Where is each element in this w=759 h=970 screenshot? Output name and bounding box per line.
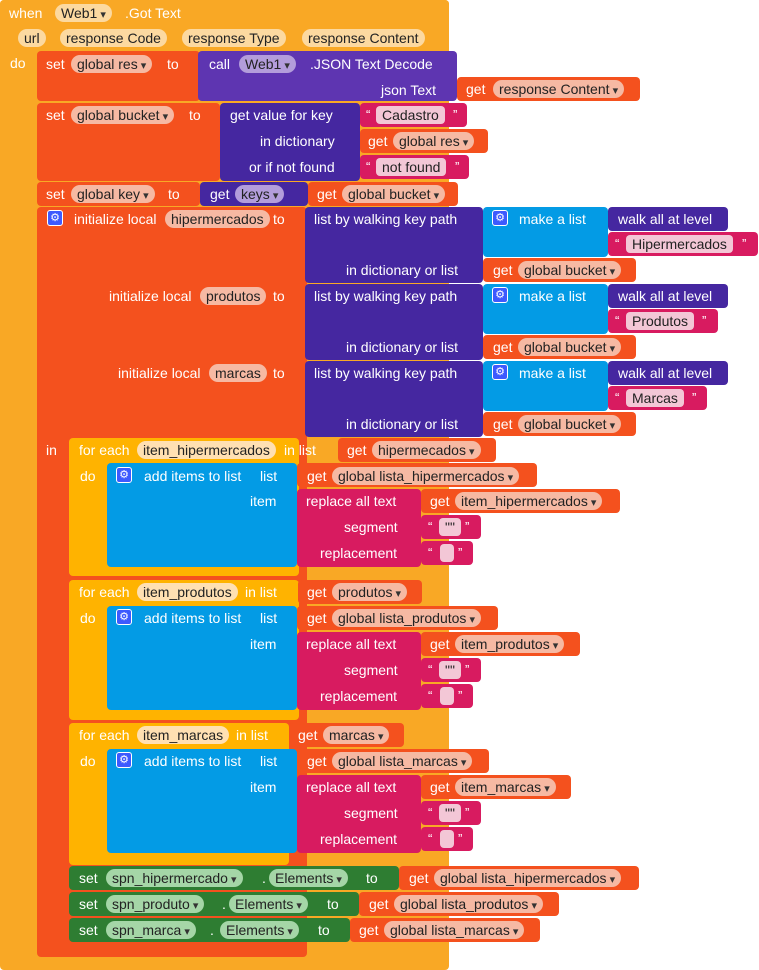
gear-icon[interactable]: ⚙ xyxy=(492,210,508,226)
text-replacement[interactable] xyxy=(440,544,454,562)
walk-all-block[interactable] xyxy=(608,361,728,385)
add-items-block[interactable] xyxy=(107,749,297,853)
when-label: when xyxy=(9,5,43,21)
local-hipermercados[interactable]: hipermercados xyxy=(165,210,270,228)
event-name: .Got Text xyxy=(125,5,181,21)
get-value-for-key-block[interactable] xyxy=(220,103,360,181)
replace-all-block[interactable] xyxy=(297,489,421,567)
loop-var[interactable]: item_hipermercados xyxy=(137,441,276,459)
walk-all-block[interactable] xyxy=(608,284,728,308)
param-response-code[interactable]: response Code xyxy=(60,29,167,47)
gear-icon[interactable]: ⚙ xyxy=(47,210,63,226)
do-label: do xyxy=(10,55,26,71)
add-items-block[interactable] xyxy=(107,463,297,567)
component-web1-dropdown[interactable]: Web1 xyxy=(239,55,296,73)
gear-icon[interactable]: ⚙ xyxy=(116,467,132,483)
gear-icon[interactable]: ⚙ xyxy=(116,609,132,625)
replace-all-block[interactable] xyxy=(297,775,421,853)
property-elements[interactable]: Elements xyxy=(229,895,308,913)
local-marcas[interactable]: marcas xyxy=(209,364,267,382)
text-segment[interactable]: "" xyxy=(439,661,461,679)
text-marcas[interactable]: Marcas xyxy=(626,389,684,407)
walk-key-path-block[interactable] xyxy=(305,207,483,283)
component-dropdown[interactable]: Web1 xyxy=(55,4,112,22)
walk-key-path-block[interactable] xyxy=(305,361,483,437)
component-spn-marca[interactable]: spn_marca xyxy=(106,921,196,939)
property-elements[interactable]: Elements xyxy=(220,921,299,939)
var-global-key[interactable]: global key xyxy=(71,185,155,203)
property-elements[interactable]: Elements xyxy=(269,869,348,887)
param-response-type[interactable]: response Type xyxy=(182,29,286,47)
var-response-content[interactable]: response Content xyxy=(493,80,625,98)
var-global-bucket-get[interactable]: global bucket xyxy=(342,185,446,203)
keys-dropdown[interactable]: keys xyxy=(235,185,285,203)
var-global-res-get[interactable]: global res xyxy=(393,132,475,150)
text-not-found[interactable]: not found xyxy=(376,158,447,176)
text-replacement[interactable] xyxy=(440,830,454,848)
text-replacement[interactable] xyxy=(440,687,454,705)
walk-all-block[interactable] xyxy=(608,207,728,231)
component-spn-produto[interactable]: spn_produto xyxy=(106,895,205,913)
gear-icon[interactable]: ⚙ xyxy=(116,752,132,768)
replace-all-block[interactable] xyxy=(297,632,421,710)
add-items-block[interactable] xyxy=(107,606,297,710)
param-response-content[interactable]: response Content xyxy=(302,29,425,47)
in-label: in xyxy=(46,442,57,458)
text-hipermercados[interactable]: Hipermercados xyxy=(626,235,733,253)
param-url[interactable]: url xyxy=(18,29,46,47)
var-global-bucket[interactable]: global bucket xyxy=(71,106,175,124)
gear-icon[interactable]: ⚙ xyxy=(492,287,508,303)
text-segment[interactable]: "" xyxy=(439,518,461,536)
component-spn-hipermercado[interactable]: spn_hipermercado xyxy=(106,869,243,887)
gear-icon[interactable]: ⚙ xyxy=(492,364,508,380)
walk-key-path-block[interactable] xyxy=(305,284,483,360)
text-produtos[interactable]: Produtos xyxy=(626,312,695,330)
loop-var[interactable]: item_marcas xyxy=(137,726,230,744)
var-global-res[interactable]: global res xyxy=(71,55,153,73)
loop-var[interactable]: item_produtos xyxy=(137,583,238,601)
text-cadastro[interactable]: Cadastro xyxy=(376,106,445,124)
local-produtos[interactable]: produtos xyxy=(200,287,267,305)
text-segment[interactable]: "" xyxy=(439,804,461,822)
